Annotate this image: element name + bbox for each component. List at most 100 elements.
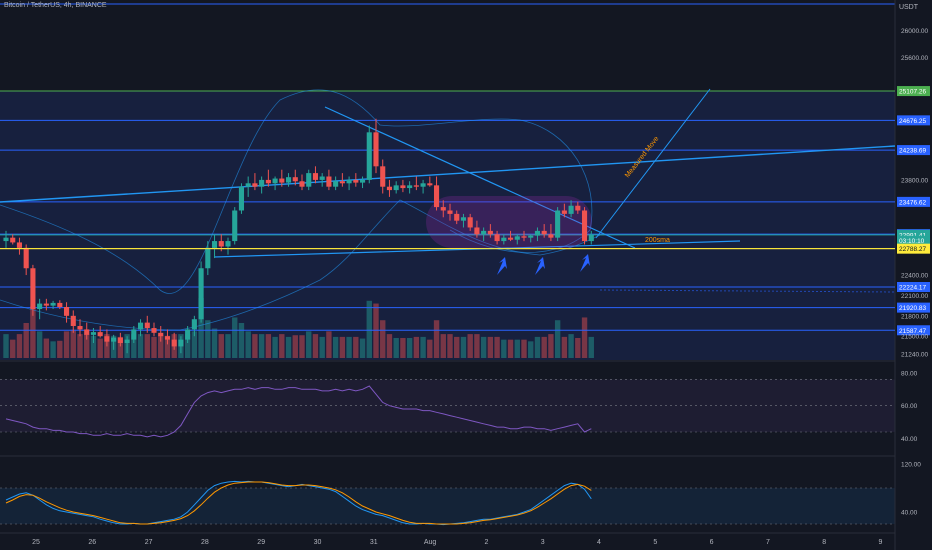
- candle-body: [561, 210, 567, 214]
- candle-body: [90, 332, 97, 335]
- currency-label: USDT: [898, 4, 918, 11]
- price-level-tag: [897, 196, 930, 207]
- volume-bar: [137, 334, 144, 358]
- candle-body: [420, 183, 426, 187]
- volume-bar: [380, 320, 386, 358]
- candle-body: [272, 178, 278, 184]
- volume-bar: [245, 331, 251, 358]
- price-level-tag: [897, 281, 930, 292]
- candle-body: [380, 166, 386, 187]
- x-axis-tick: 27: [145, 539, 153, 546]
- candle-body: [171, 339, 177, 347]
- volume-bar: [373, 303, 379, 358]
- volume-bar: [158, 335, 164, 358]
- envelope-lower: [0, 199, 601, 331]
- volume-bar: [561, 336, 568, 358]
- arrow-marker: [580, 254, 590, 272]
- candle-body: [413, 185, 419, 187]
- stoch-axis-tick: 120.00: [901, 462, 921, 469]
- candle-body: [359, 179, 366, 183]
- volume-bar: [70, 329, 76, 358]
- volume-bar: [521, 339, 527, 358]
- volume-bar: [588, 336, 594, 358]
- price-axis-tick: 21500.00: [901, 334, 928, 341]
- price-level-tag: [897, 145, 930, 156]
- volume-bar: [534, 336, 541, 358]
- dotted-level: [599, 289, 896, 293]
- volume-bar: [198, 298, 204, 358]
- volume-bar: [339, 336, 346, 358]
- volume-bar: [393, 338, 399, 358]
- candle-body: [487, 230, 493, 235]
- volume-bar: [366, 300, 372, 358]
- price-level-label: 21920.83: [899, 305, 926, 312]
- candle-body: [440, 207, 446, 211]
- volume-bar: [440, 334, 446, 358]
- rsi-axis-tick: 60.00: [901, 403, 918, 410]
- price-level-tag: [897, 115, 930, 126]
- candle-body: [460, 217, 467, 221]
- volume-bar: [554, 320, 561, 358]
- candle-body: [312, 173, 319, 180]
- volume-bar: [272, 336, 278, 358]
- volume-bar: [507, 339, 514, 358]
- candle-body: [548, 234, 554, 238]
- volume-bar: [487, 336, 494, 358]
- candle-body: [131, 329, 137, 340]
- volume-bar: [474, 334, 480, 358]
- volume-bar: [581, 317, 588, 358]
- candle-body: [50, 302, 56, 306]
- price-level-label: 03:10:10: [899, 238, 925, 245]
- volume-bar: [63, 331, 70, 358]
- candle-body: [10, 237, 16, 243]
- candle-body: [238, 186, 245, 211]
- candle-body: [541, 230, 547, 235]
- price-level-tag: [897, 229, 930, 240]
- candle-body: [205, 247, 211, 269]
- volume-bar: [548, 334, 554, 358]
- rsi-line: [5, 385, 592, 438]
- candle-body: [427, 183, 433, 186]
- volume-bar: [447, 334, 453, 358]
- volume-bar: [528, 341, 534, 358]
- price-level-tag: [897, 86, 930, 97]
- price-level-label: 22788.27: [899, 246, 926, 253]
- volume-bar: [460, 336, 467, 358]
- volume-bar: [346, 336, 352, 358]
- volume-bar: [117, 336, 124, 358]
- volume-bar: [258, 334, 265, 358]
- candle-body: [386, 186, 393, 191]
- candle-body: [279, 178, 285, 183]
- price-axis-tick: 23800.00: [901, 177, 928, 184]
- candle-body: [306, 173, 312, 187]
- volume-bar: [205, 320, 211, 358]
- candle-body: [588, 234, 594, 242]
- measured-move-line: [595, 88, 711, 239]
- volume-bar: [480, 336, 487, 358]
- price-axis-tick: 26000.00: [901, 28, 928, 35]
- candle-body: [245, 183, 251, 187]
- volume-bar: [10, 339, 16, 358]
- volume-bar: [514, 339, 520, 358]
- volume-bar: [43, 338, 50, 358]
- volume-bar: [400, 338, 406, 358]
- volume-bar: [279, 334, 285, 358]
- candle-body: [285, 177, 292, 183]
- candle-body: [454, 213, 460, 221]
- x-axis-tick: 26: [88, 539, 96, 546]
- volume-bar: [353, 336, 359, 358]
- candle-body: [407, 185, 413, 189]
- volume-bar: [57, 340, 63, 358]
- candle-body: [299, 181, 305, 187]
- candle-body: [265, 179, 271, 184]
- candle-body: [84, 329, 90, 335]
- volume-bar: [90, 335, 97, 358]
- x-axis-tick: 9: [879, 539, 883, 546]
- candle-body: [481, 230, 487, 235]
- candle-body: [191, 319, 197, 330]
- candle-body: [232, 210, 238, 242]
- candle-body: [319, 176, 325, 180]
- volume-bar: [332, 336, 339, 358]
- candle-body: [339, 181, 345, 184]
